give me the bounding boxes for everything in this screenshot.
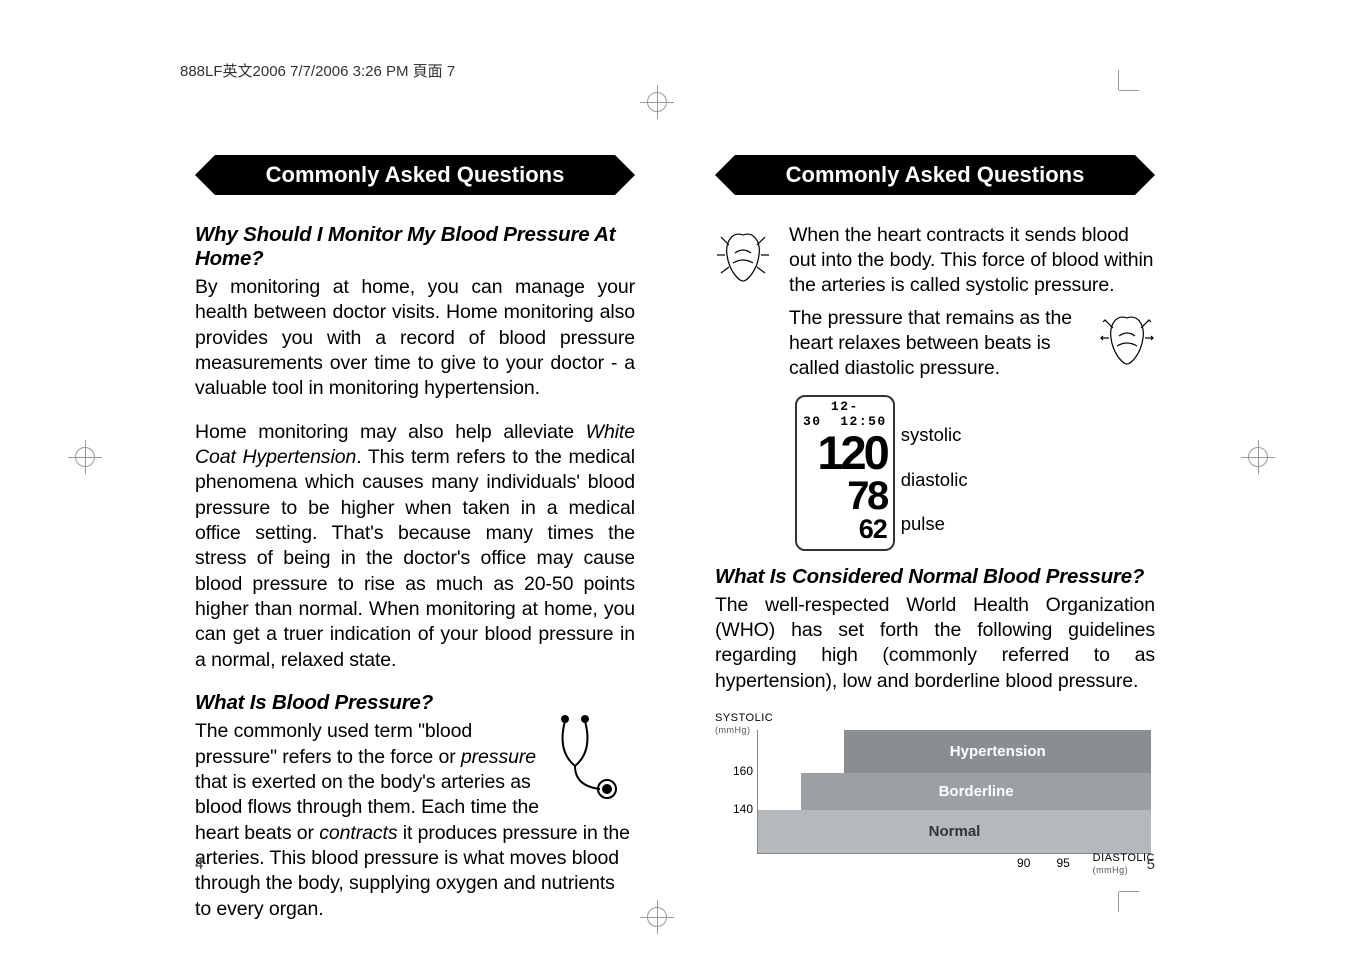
section-banner: Commonly Asked Questions (715, 155, 1155, 195)
stethoscope-icon (545, 711, 635, 801)
chart-bar: Hypertension (844, 730, 1151, 773)
who-bp-chart: SYSTOLIC(mmHg) 160 140 HypertensionBorde… (715, 712, 1155, 882)
body-text: The commonly used term "blood pressure" … (195, 719, 635, 922)
banner-title: Commonly Asked Questions (735, 155, 1135, 195)
lcd-diastolic: 78 (847, 474, 887, 518)
page-left: Commonly Asked Questions Why Should I Mo… (195, 155, 635, 865)
x-tick: 95 (1056, 856, 1069, 870)
body-text: When the heart contracts it sends blood … (789, 223, 1155, 298)
page-right: Commonly Asked Questions When the h (715, 155, 1155, 865)
crop-mark (640, 85, 674, 119)
body-text: Home monitoring may also help alleviate … (195, 420, 635, 673)
page-spread: Commonly Asked Questions Why Should I Mo… (195, 155, 1155, 865)
trim-mark (1099, 90, 1119, 110)
heading: What Is Considered Normal Blood Pressure… (715, 565, 1155, 589)
print-slug: 888LF英文2006 7/7/2006 3:26 PM 頁面 7 (180, 60, 455, 81)
bp-monitor-display: 12-30 12:50 120 78 62 systolic diastolic… (795, 395, 945, 551)
chart-bar: Normal (758, 810, 1151, 853)
systolic-block: When the heart contracts it sends blood … (715, 223, 1155, 298)
x-axis-label: DIASTOLIC(mmHg) (1093, 852, 1155, 876)
page-number: 4 (195, 856, 203, 873)
heart-contract-icon (715, 223, 771, 287)
crop-mark (68, 440, 102, 474)
lcd-systolic: 120 (817, 426, 886, 479)
diastolic-block: The pressure that remains as the heart r… (715, 306, 1155, 381)
y-tick: 160 (733, 764, 753, 778)
lcd-pulse: 62 (859, 514, 887, 544)
heart-relax-icon (1099, 306, 1155, 370)
page-number: 5 (1147, 856, 1155, 873)
y-tick: 140 (733, 802, 753, 816)
banner-title: Commonly Asked Questions (215, 155, 615, 195)
crop-mark (640, 900, 674, 934)
crop-mark (1241, 440, 1275, 474)
body-text: By monitoring at home, you can manage yo… (195, 275, 635, 402)
body-text: The pressure that remains as the heart r… (715, 306, 1081, 381)
heading: Why Should I Monitor My Blood Pressure A… (195, 223, 635, 271)
lcd-labels: systolic diastolic pulse (895, 395, 968, 551)
section-banner: Commonly Asked Questions (195, 155, 635, 195)
x-tick: 90 (1017, 856, 1030, 870)
chart-bar: Borderline (801, 773, 1151, 810)
body-text: The well-respected World Health Organiza… (715, 593, 1155, 694)
